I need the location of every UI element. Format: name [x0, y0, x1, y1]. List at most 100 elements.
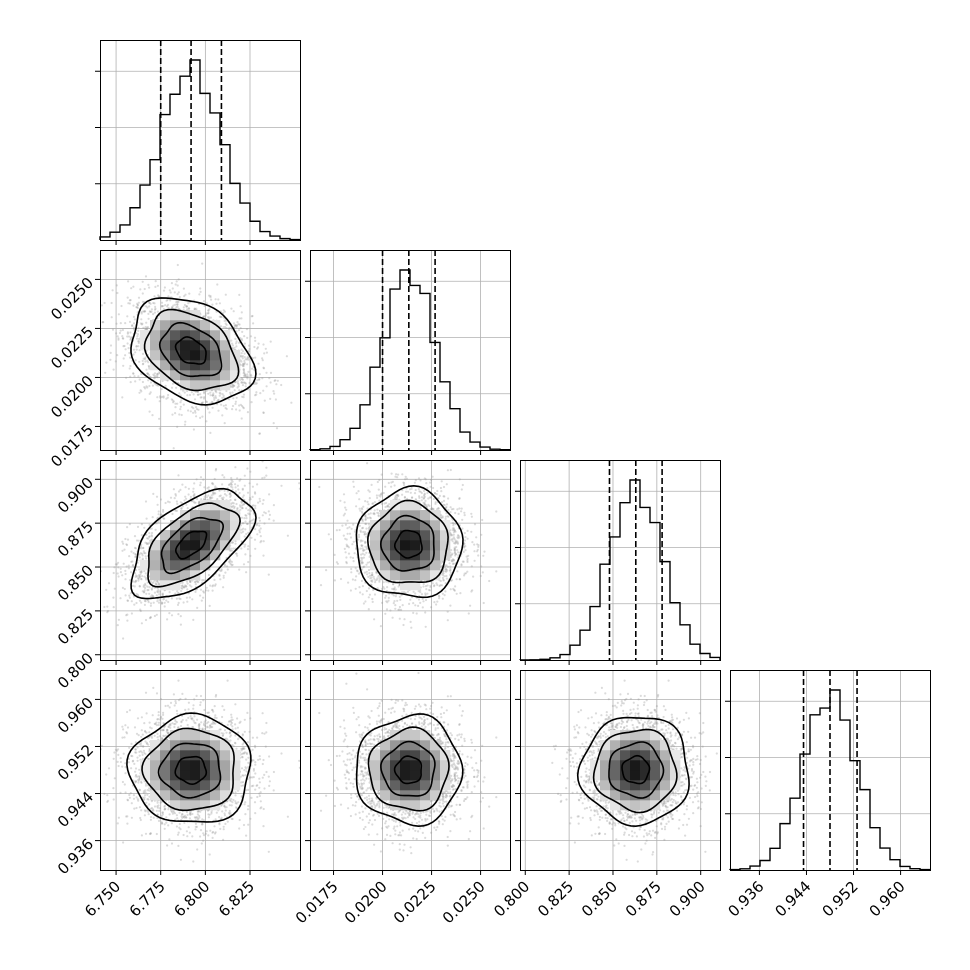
sample-point — [369, 517, 372, 520]
sample-point — [175, 386, 178, 389]
sample-point — [188, 292, 191, 295]
sample-point — [241, 364, 244, 368]
sample-point — [170, 810, 174, 814]
sample-point — [126, 599, 130, 602]
sample-point — [139, 572, 142, 575]
sample-point — [222, 576, 225, 579]
sample-point — [243, 361, 246, 365]
sample-point — [364, 545, 367, 548]
sample-point — [146, 537, 149, 540]
sample-point — [471, 589, 474, 592]
sample-point — [361, 593, 364, 596]
sample-point — [419, 507, 422, 510]
density-cell — [380, 570, 391, 581]
sample-point — [164, 384, 167, 387]
sample-point — [106, 611, 109, 614]
sample-point — [419, 490, 422, 493]
sample-point — [212, 710, 215, 713]
sample-point — [230, 547, 233, 550]
sample-point — [113, 777, 116, 780]
density-cell — [200, 320, 211, 331]
sample-point — [204, 494, 207, 497]
density-cell — [200, 340, 211, 351]
sample-point — [197, 818, 200, 821]
sample-point — [210, 726, 213, 729]
sample-point — [365, 535, 368, 538]
sample-point — [329, 538, 333, 541]
sample-point — [156, 581, 159, 584]
sample-point — [360, 510, 364, 514]
sample-point — [444, 517, 447, 521]
sample-point — [207, 816, 210, 819]
sample-point — [166, 396, 169, 399]
sample-point — [145, 368, 148, 371]
sample-point — [198, 723, 201, 726]
sample-point — [128, 793, 131, 797]
sample-point — [449, 573, 452, 577]
sample-point — [268, 513, 271, 517]
sample-point — [179, 724, 183, 728]
sample-point — [453, 551, 456, 555]
sample-point — [202, 579, 205, 582]
sample-point — [139, 552, 142, 555]
sample-point — [377, 512, 380, 515]
sample-point — [245, 571, 248, 574]
sample-point — [365, 547, 368, 551]
density-cell — [420, 510, 431, 521]
sample-point — [249, 717, 252, 720]
sample-point — [187, 716, 190, 720]
sample-point — [176, 293, 179, 296]
sample-point — [145, 592, 148, 595]
sample-point — [144, 576, 148, 580]
sample-point — [140, 577, 143, 580]
sample-point — [175, 280, 178, 283]
sample-point — [170, 597, 173, 600]
contour-1 — [160, 516, 225, 575]
sample-point — [243, 747, 246, 750]
sample-point — [454, 553, 457, 556]
sample-point — [372, 502, 375, 505]
sample-point — [265, 474, 268, 477]
sample-point — [147, 737, 150, 740]
sample-point — [149, 616, 152, 619]
sample-point — [174, 402, 177, 405]
sample-point — [231, 342, 234, 345]
sample-point — [143, 809, 146, 812]
sample-point — [155, 613, 158, 616]
sample-point — [156, 813, 159, 816]
sample-point — [257, 501, 260, 504]
sample-point — [172, 304, 175, 307]
sample-point — [213, 716, 216, 719]
sample-point — [142, 547, 145, 550]
sample-point — [232, 798, 235, 802]
sample-point — [463, 514, 466, 517]
sample-point — [229, 811, 232, 815]
sample-point — [256, 795, 259, 799]
sample-point — [153, 295, 156, 298]
sample-point — [384, 594, 388, 597]
sample-point — [449, 468, 452, 472]
sample-point — [144, 730, 147, 733]
sample-point — [226, 820, 229, 823]
sample-point — [451, 521, 454, 525]
sample-point — [174, 493, 177, 496]
sample-point — [192, 393, 195, 396]
sample-point — [141, 280, 144, 283]
sample-point — [371, 571, 374, 575]
sample-point — [106, 800, 109, 804]
density-cell — [230, 360, 241, 371]
sample-point — [157, 804, 160, 807]
sample-point — [239, 505, 242, 508]
sample-point — [136, 756, 139, 759]
sample-point — [150, 534, 153, 537]
sample-point — [149, 616, 152, 619]
sample-point — [177, 307, 180, 310]
sample-point — [380, 492, 383, 495]
sample-point — [182, 403, 185, 406]
sample-point — [128, 302, 131, 305]
sample-point — [220, 315, 223, 319]
sample-point — [363, 532, 366, 536]
density-cell — [180, 310, 191, 321]
sample-point — [146, 798, 149, 801]
sample-point — [170, 306, 173, 309]
